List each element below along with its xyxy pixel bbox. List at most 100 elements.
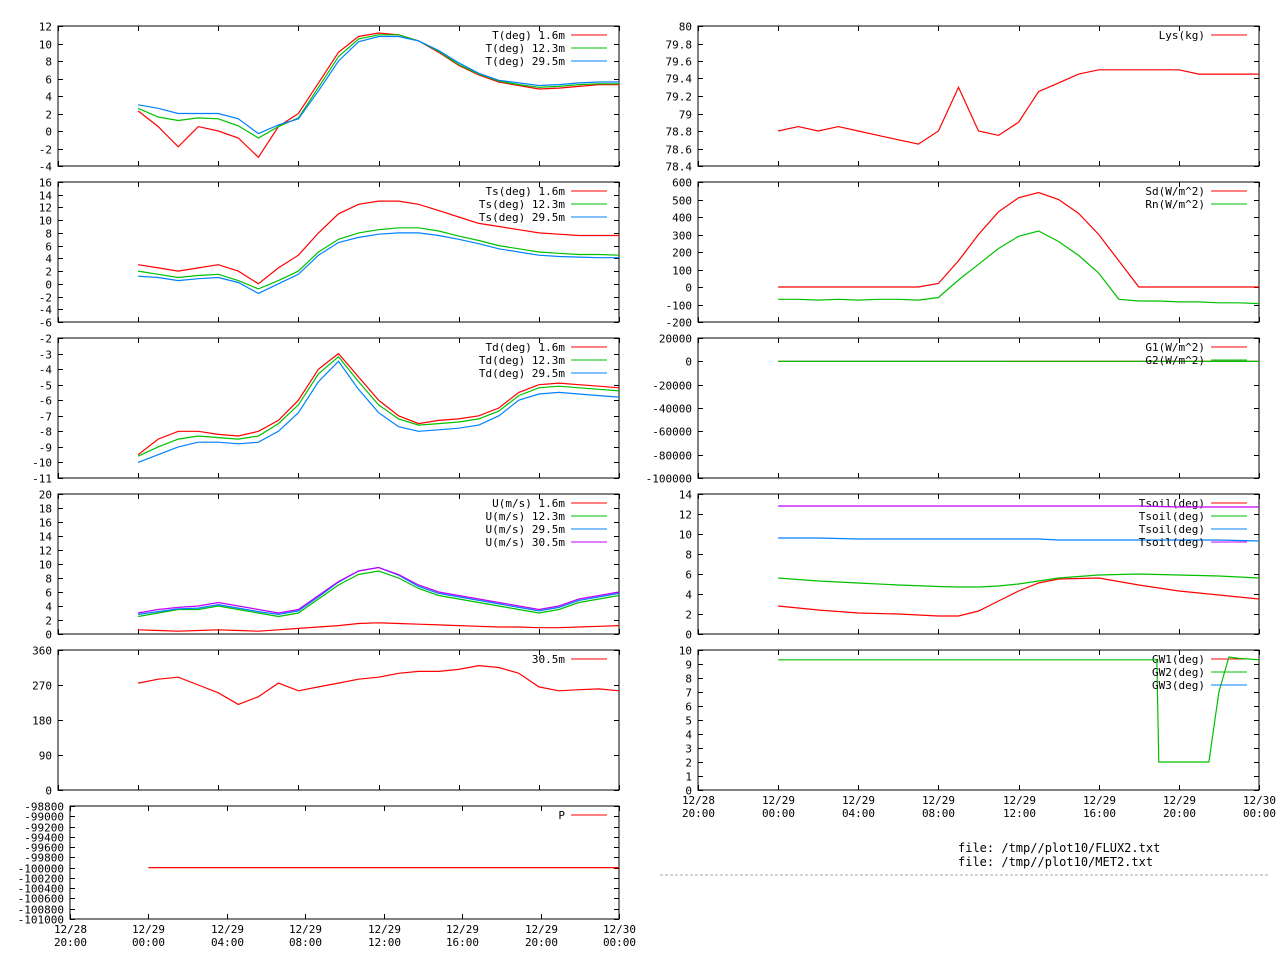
lysimeter-series-0 [777,69,1259,145]
groundwater-xtick-date: 12/28 [682,794,715,807]
pressure-xtick-date: 12/29 [211,923,244,936]
dewpoint-ytick-label: -11 [32,473,52,486]
pressure-ytick-label: -99000 [24,811,64,824]
lysimeter-ytick-label: 78.8 [666,126,693,139]
dewpoint-ytick-label: -8 [39,426,52,439]
groundwater-xtick-date: 12/29 [1163,794,1196,807]
radiation-ytick-label: -200 [666,317,693,330]
groundwater-xtick-date: 12/29 [1003,794,1036,807]
lysimeter-ytick-label: 79.8 [666,39,693,52]
surface-temperature-series-0 [138,200,619,285]
wind-speed-ytick-label: 0 [45,629,52,642]
pressure-frame [69,805,620,920]
dewpoint-ytick-label: -6 [39,395,52,408]
pressure-xtick-time: 20:00 [54,936,87,949]
dewpoint-ytick-label: -4 [39,364,53,377]
wind-speed-ytick-label: 6 [45,587,52,600]
surface-temperature-ytick-label: 10 [39,215,52,228]
wind-speed-ytick-label: 14 [39,531,53,544]
radiation-legend-label-1: Rn(W/m^2) [1145,198,1205,211]
radiation-legend-label-0: Sd(W/m^2) [1145,185,1205,198]
soil-temperature-legend-label-2: Tsoil(deg) [1139,523,1205,536]
lysimeter-ytick-label: 79.6 [666,56,693,69]
pressure-ytick-label: -100000 [18,863,64,876]
soil-temperature-ytick-label: 8 [685,549,692,562]
lysimeter-ytick-label: 79.2 [666,91,693,104]
groundwater-xtick-time: 20:00 [682,807,715,820]
air-temperature-ytick-label: 2 [45,109,52,122]
groundwater-xtick-time: 12:00 [1003,807,1036,820]
groundwater-ytick-label: 3 [685,743,692,756]
air-temperature-ytick-label: -4 [39,161,53,174]
ground-heat-flux-ytick-label: -100000 [646,473,692,486]
dewpoint-frame [57,337,620,479]
pressure-ytick-label: -99600 [24,842,64,855]
surface-temperature-ytick-label: 4 [45,253,52,266]
soil-temperature-frame [697,493,1260,635]
soil-temperature-legend-label-1: Tsoil(deg) [1139,510,1205,523]
air-temperature-ytick-label: 4 [45,91,52,104]
surface-temperature-ytick-label: 0 [45,279,52,292]
chart-groundwater: 01234567891012/2820:0012/2900:0012/2904:… [679,645,1276,821]
groundwater-ytick-label: 2 [685,757,692,770]
radiation-ytick-label: 100 [672,265,692,278]
groundwater-xtick-time: 20:00 [1163,807,1196,820]
chart-air-temperature: -4 -2 0 2 4 6 8 10 12 T(deg) 1.6mT(deg) 12.3mT(de… [39,21,620,174]
groundwater-ytick-label: 6 [685,701,692,714]
pressure-ytick-label: -99200 [24,822,64,835]
chart-lysimeter: 78.4 78.6 78.8 79 79.2 79.4 79.6 79.8 80 Lys(kg) [666,21,1260,174]
dewpoint-legend-label-0: Td(deg) 1.6m [486,341,566,354]
groundwater-xtick-date: 12/30 [1243,794,1276,807]
groundwater-xtick-time: 08:00 [922,807,955,820]
groundwater-ytick-label: 7 [685,687,692,700]
footer-file-1: file: /tmp//plot10/FLUX2.txt [958,841,1160,855]
surface-temperature-ytick-label: 6 [45,241,52,254]
dewpoint-series-2 [137,360,619,463]
surface-temperature-ytick-label: 16 [39,177,52,190]
pressure-ytick-label: -100400 [18,883,64,896]
pressure-xtick-date: 12/29 [525,923,558,936]
groundwater-legend-label-0: GW1(deg) [1152,653,1205,666]
ground-heat-flux-ytick-label: -20000 [652,380,692,393]
radiation-ytick-label: 0 [685,282,692,295]
air-temperature-legend-label-2: T(deg) 29.5m [486,55,566,68]
pressure-ytick-label: -99800 [24,852,64,865]
chart-wind-direction: 0 90 180 270 360 30.5m [32,645,620,798]
ground-heat-flux-legend-label-0: G1(W/m^2) [1145,341,1205,354]
surface-temperature-legend-label-2: Ts(deg) 29.5m [479,211,565,224]
radiation-series-1 [778,230,1259,305]
ground-heat-flux-ytick-label: 0 [685,356,692,369]
surface-temperature-ytick-label: 8 [45,228,52,241]
pressure-xtick-date: 12/30 [603,923,636,936]
wind-direction-frame [57,649,620,791]
surface-temperature-ytick-label: 14 [39,190,53,203]
groundwater-ytick-label: 9 [685,659,692,672]
chart-soil-temperature: 02468101214Tsoil(deg)Tsoil(deg)Tsoil(deg… [679,489,1260,642]
surface-temperature-legend-label-1: Ts(deg) 12.3m [479,198,565,211]
groundwater-xtick-date: 12/29 [762,794,795,807]
pressure-xtick-date: 12/29 [368,923,401,936]
dewpoint-series-1 [137,355,619,457]
air-temperature-ytick-label: -2 [39,144,52,157]
soil-temperature-series-2 [778,537,1259,542]
dewpoint-ytick-label: -5 [39,380,52,393]
surface-temperature-ytick-label: -2 [39,292,52,305]
groundwater-xtick-time: 16:00 [1083,807,1116,820]
soil-temperature-ytick-label: 12 [679,509,692,522]
wind-speed-ytick-label: 16 [39,517,52,530]
dewpoint-series-0 [137,352,619,456]
wind-speed-legend-label-2: U(m/s) 29.5m [486,523,566,536]
soil-temperature-legend-label-0: Tsoil(deg) [1139,497,1205,510]
groundwater-ytick-label: 5 [685,715,692,728]
air-temperature-series-0 [137,32,619,159]
wind-speed-legend-label-3: U(m/s) 30.5m [486,536,566,549]
air-temperature-ytick-label: 12 [39,21,52,34]
pressure-xtick-time: 12:00 [368,936,401,949]
soil-temperature-series-0 [778,577,1259,617]
radiation-ytick-label: 300 [672,230,692,243]
radiation-ytick-label: 400 [672,212,692,225]
lysimeter-ytick-label: 79 [679,109,692,122]
